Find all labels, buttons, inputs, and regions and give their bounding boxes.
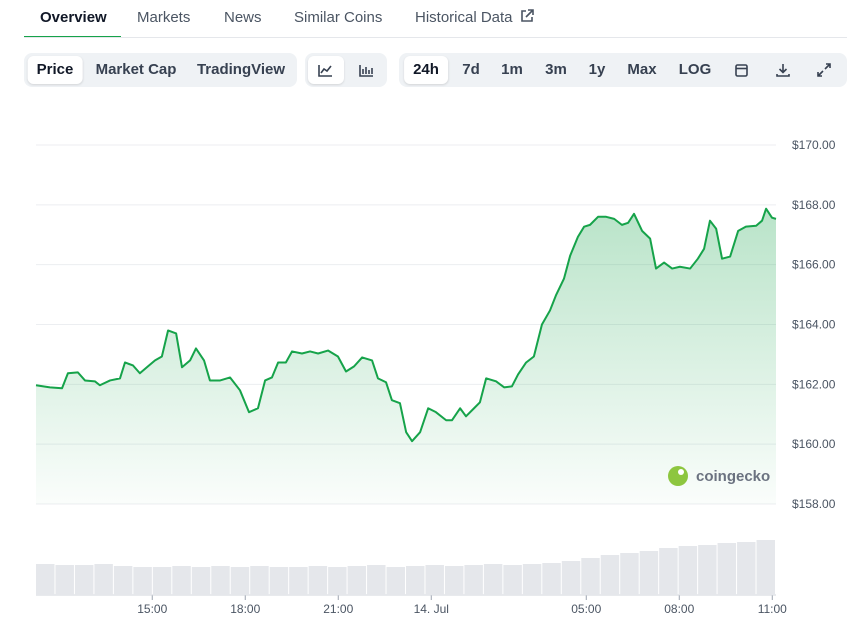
volume-bar xyxy=(522,564,542,595)
volume-bar xyxy=(36,564,55,595)
volume-bar xyxy=(425,565,444,595)
watermark-eye xyxy=(678,469,684,475)
volume-bar xyxy=(55,565,74,595)
range-button[interactable]: Max xyxy=(627,61,657,78)
volume-bar xyxy=(406,566,425,595)
range-button[interactable]: 1m xyxy=(501,61,523,78)
y-tick-label: $170.00 xyxy=(792,138,836,152)
volume-bar xyxy=(367,565,386,595)
volume-bar xyxy=(152,567,172,595)
price-line xyxy=(35,207,777,443)
volume-bar xyxy=(678,546,698,595)
volume-bar xyxy=(444,566,464,595)
volume-bar xyxy=(386,567,405,595)
icons xyxy=(318,63,831,77)
volume-bar xyxy=(464,565,483,595)
volume-bar xyxy=(659,548,678,595)
y-tick-label: $168.00 xyxy=(792,198,836,212)
view-button[interactable]: Price xyxy=(27,56,83,84)
volume-bar xyxy=(737,542,756,595)
volume-bar xyxy=(639,551,659,595)
range-button[interactable]: 1y xyxy=(588,61,606,78)
tab[interactable]: Markets xyxy=(137,9,191,26)
download-icon[interactable] xyxy=(776,64,790,77)
y-tick-label: $158.00 xyxy=(792,497,836,511)
volume-bar xyxy=(542,563,561,595)
x-tick-label: 15:00 xyxy=(137,602,167,616)
x-tick-label: 21:00 xyxy=(323,602,353,616)
volume-bar xyxy=(172,566,191,595)
x-tick-label: 08:00 xyxy=(664,602,694,616)
volume-bar xyxy=(483,564,503,595)
range-button[interactable]: 24h xyxy=(404,56,448,84)
view-button[interactable]: TradingView xyxy=(196,61,286,78)
volume-bar xyxy=(503,565,522,595)
volume-bar xyxy=(289,567,308,595)
tab[interactable]: Overview xyxy=(40,9,107,26)
range-button[interactable]: LOG xyxy=(678,61,712,78)
volume-bar xyxy=(211,566,230,595)
x-tick-label: 18:00 xyxy=(230,602,260,616)
volume-bar xyxy=(328,567,347,595)
candle-icon[interactable] xyxy=(359,65,373,77)
expand-icon[interactable] xyxy=(817,63,831,77)
volume-bar xyxy=(250,566,269,595)
volume-bar xyxy=(561,561,581,595)
y-tick-label: $162.00 xyxy=(792,377,836,391)
volume-bar xyxy=(269,567,289,595)
volume-bar xyxy=(620,553,639,595)
x-tick-label: 05:00 xyxy=(571,602,601,616)
tab[interactable]: News xyxy=(224,9,262,26)
volume-bar xyxy=(581,558,600,595)
watermark-logo xyxy=(668,466,688,486)
volume-bar xyxy=(230,567,250,595)
volume-bar xyxy=(191,567,211,595)
y-tick-label: $164.00 xyxy=(792,318,836,332)
tab[interactable]: Similar Coins xyxy=(294,9,383,26)
volume-bar xyxy=(74,565,94,595)
range-button[interactable]: 7d xyxy=(462,61,480,78)
x-tick-label: 11:00 xyxy=(758,602,787,616)
volume-bar xyxy=(94,564,113,595)
volume-bar xyxy=(113,566,133,595)
line-icon xyxy=(318,65,332,77)
volume-bar xyxy=(717,543,737,595)
y-tick-label: $166.00 xyxy=(792,258,836,272)
tab[interactable]: Historical Data xyxy=(415,9,534,26)
x-tick-label: 14. Jul xyxy=(414,602,449,616)
range-group xyxy=(399,53,847,87)
price-area xyxy=(36,208,776,504)
divider xyxy=(24,37,847,38)
volume-bar xyxy=(347,566,367,595)
volume-bar xyxy=(756,540,775,595)
external-link-icon xyxy=(520,9,534,22)
volume-bar xyxy=(600,555,620,595)
volume-bar xyxy=(308,566,328,595)
volume-bar xyxy=(698,545,717,595)
view-button[interactable]: Market Cap xyxy=(95,61,177,78)
y-tick-label: $160.00 xyxy=(792,437,836,451)
volume-bar xyxy=(133,567,152,595)
watermark: coingecko xyxy=(696,468,770,485)
calendar-icon[interactable] xyxy=(735,64,748,77)
range-button[interactable]: 3m xyxy=(545,61,567,78)
